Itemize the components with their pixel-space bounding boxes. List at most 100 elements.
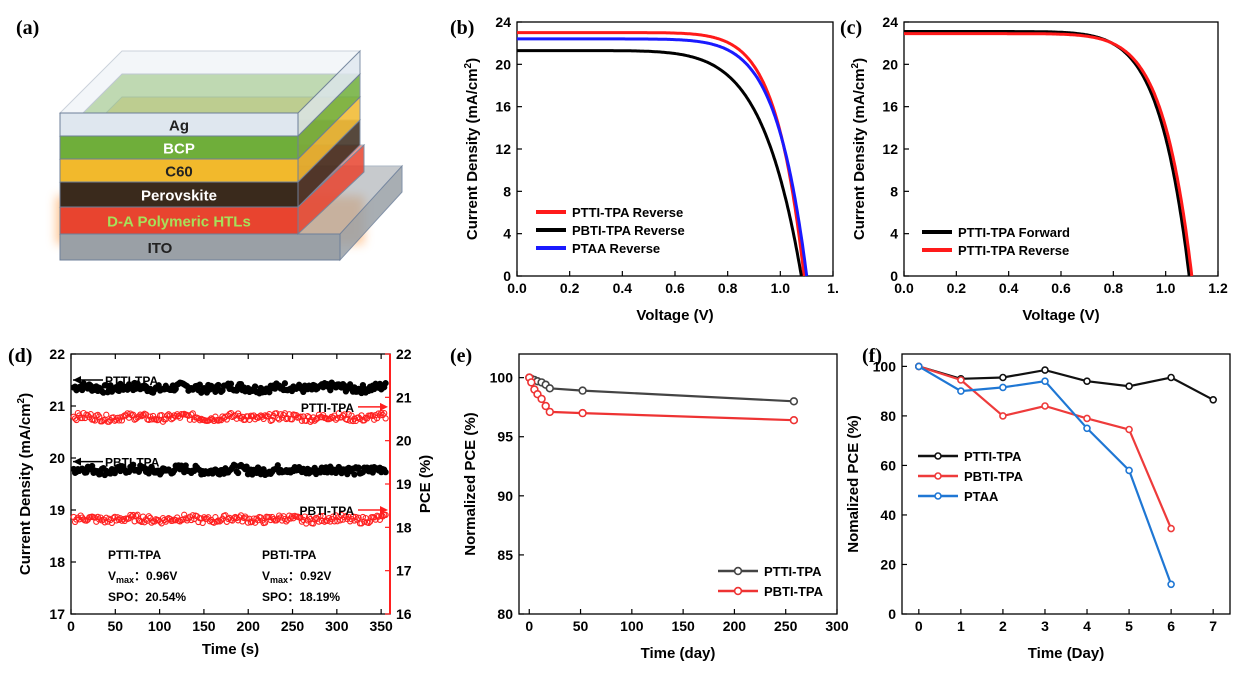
x-tick-label: 150 (671, 618, 695, 634)
legend-marker (733, 586, 743, 596)
x-tick-label: 50 (573, 618, 589, 634)
data-point (1125, 466, 1133, 475)
data-point (545, 384, 554, 393)
data-point (1041, 402, 1049, 410)
data-point (375, 513, 382, 520)
x-tick-label: 1 (957, 618, 965, 634)
x-tick-label: 0.2 (947, 280, 967, 296)
data-point (1083, 424, 1091, 433)
chart-spo-tracking: 0 50 100 150 200 250 300 350 17 18 19 20 21 22 16 17 18 1… (16, 346, 434, 658)
data-point (145, 513, 152, 520)
data-point (274, 462, 281, 469)
data-point (239, 518, 246, 525)
data-point (243, 463, 250, 470)
data-point (300, 413, 307, 420)
x-tick-label: 1.0 (771, 280, 791, 296)
data-point (223, 416, 230, 423)
y-tick-label: 0 (503, 268, 511, 284)
series-label: PTTI-TPA (105, 374, 158, 388)
device-stack-diagram: ITO D-A Polymeric HTLs Perovskite C60 BCP Ag (56, 49, 404, 262)
data-point (304, 412, 311, 420)
y-tick-label: 8 (503, 183, 511, 199)
legend-entry: PTTI-TPA Reverse (572, 205, 683, 220)
annotation-spo: SPO：20.54% (108, 590, 186, 604)
x-tick-label: 350 (369, 618, 393, 634)
y-tick-label: 4 (890, 226, 898, 242)
y-tick-label: 100 (873, 358, 897, 374)
data-point (165, 411, 172, 418)
legend-marker (934, 492, 942, 500)
data-point (135, 413, 143, 420)
y-tick-label: 18 (49, 554, 65, 570)
x-tick-label: 0.0 (894, 280, 914, 296)
x-tick-label: 300 (825, 618, 849, 634)
data-point (957, 376, 965, 384)
data-point (527, 378, 536, 387)
data-point (914, 362, 923, 371)
panel-label-f: (f) (862, 345, 882, 367)
data-point (320, 512, 327, 520)
x-tick-label: 3 (1041, 618, 1049, 634)
data-point (257, 514, 264, 521)
data-point (307, 418, 314, 425)
y-tick-label: 100 (490, 370, 514, 386)
panel-label-e: (e) (450, 345, 472, 367)
data-point (284, 516, 291, 523)
data-point (266, 389, 273, 396)
data-point (1083, 414, 1091, 423)
data-point (234, 469, 242, 477)
data-point (355, 464, 362, 471)
data-point (999, 373, 1007, 382)
arrow-head (73, 457, 81, 466)
data-point (1125, 425, 1133, 434)
data-point (322, 414, 330, 422)
y-tick-label: 8 (890, 183, 898, 199)
x-tick-label: 0.2 (560, 280, 580, 296)
data-point (1167, 373, 1175, 382)
data-point (1209, 395, 1217, 404)
y-axis-label: Current Density (mA/cm2) (16, 393, 34, 575)
legend-entry: PBTI-TPA (964, 469, 1024, 484)
y-axis-label: Normalized PCE (%) (462, 412, 479, 555)
x-tick-label: 200 (237, 618, 261, 634)
series-label: PBTI-TPA (300, 504, 355, 518)
data-point (199, 519, 206, 527)
series-label: PTTI-TPA (301, 401, 354, 415)
y-axis-label-right: PCE (%) (417, 455, 434, 513)
y-tick-label: 80 (880, 408, 896, 424)
legend-entry: PTAA Reverse (572, 241, 660, 256)
series-ptaa (914, 362, 1175, 589)
data-point (789, 397, 799, 406)
y-tick-label: 90 (497, 488, 513, 504)
x-tick-label: 6 (1167, 618, 1175, 634)
y-axis-label: Current Density (mA/cm2) (463, 58, 481, 240)
y-tick-label: 20 (495, 56, 511, 72)
x-tick-label: 300 (325, 618, 349, 634)
data-point (88, 462, 96, 470)
data-point (120, 516, 127, 523)
data-point (545, 407, 554, 417)
y-tick-label-right: 18 (396, 519, 412, 535)
x-tick-label: 0 (67, 618, 75, 634)
data-point (181, 511, 188, 518)
annotation-vmax: Vmax：0.92V (262, 569, 331, 585)
data-point (1167, 524, 1175, 533)
data-point (1041, 366, 1049, 374)
chart-jv-hysteresis: 0.0 0.2 0.4 0.6 0.8 1.0 1.2 0 4 8 12 16 20 24 Voltage … (850, 14, 1228, 324)
y-axis-label: Nomalized PCE (%) (845, 415, 862, 553)
y-tick-label: 16 (495, 99, 511, 115)
data-point (283, 518, 290, 525)
data-point (314, 415, 321, 422)
y-tick-label: 95 (497, 429, 513, 445)
data-point (243, 515, 250, 522)
y-tick-label-right: 22 (396, 346, 412, 362)
annotation-vmax: Vmax：0.96V (108, 569, 177, 585)
arrow-head (380, 402, 388, 411)
data-point (382, 468, 389, 476)
series-line-pbti-tpa-reverse (517, 49, 803, 277)
y-tick-label: 20 (880, 556, 896, 572)
data-point (349, 513, 357, 520)
data-point (331, 518, 338, 525)
data-point (103, 411, 110, 418)
data-point (999, 412, 1007, 420)
